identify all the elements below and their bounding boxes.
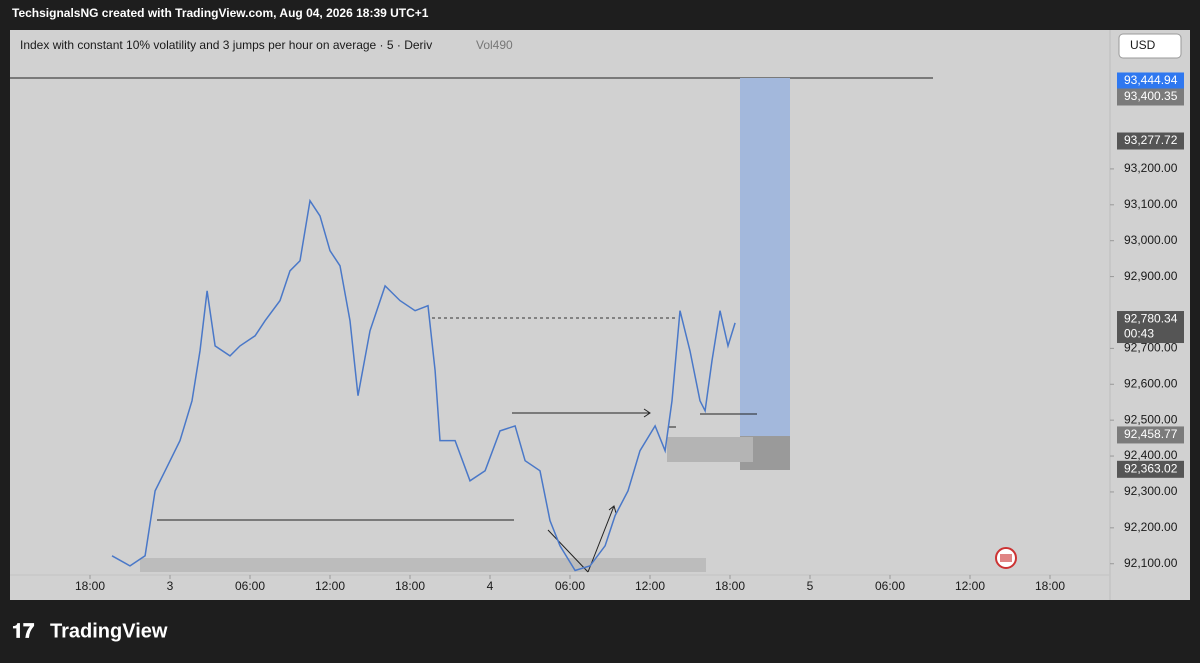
zone-box — [140, 558, 706, 572]
header: TechsignalsNG created with TradingView.c… — [12, 6, 429, 20]
x-tick-label: 3 — [167, 579, 174, 593]
chart-title: Index with constant 10% volatility and 3… — [20, 38, 432, 52]
price-line — [111, 198, 736, 572]
price-label: 93,277.72 — [1124, 133, 1178, 147]
price-label: 92,458.77 — [1124, 427, 1178, 441]
x-tick-label: 12:00 — [955, 579, 985, 593]
y-tick-label: 93,000.00 — [1124, 233, 1178, 247]
x-tick-label: 5 — [807, 579, 814, 593]
y-tick-label: 92,100.00 — [1124, 556, 1178, 570]
target-zone — [740, 78, 790, 436]
x-tick-label: 18:00 — [715, 579, 745, 593]
x-tick-label: 12:00 — [635, 579, 665, 593]
y-tick-label: 92,900.00 — [1124, 269, 1178, 283]
price-label-box — [1117, 311, 1184, 344]
price-label-box — [1117, 460, 1184, 478]
trend-line — [547, 529, 589, 573]
x-tick-label: 4 — [487, 579, 494, 593]
x-tick-label: 12:00 — [315, 579, 345, 593]
x-tick-label: 06:00 — [555, 579, 585, 593]
logo-text: TradingView — [50, 620, 168, 642]
x-tick-label: 18:00 — [395, 579, 425, 593]
plot: 92,100.00 92,200.00 92,300.00 92,400.00 92,5… — [75, 72, 1184, 593]
y-tick-label: 92,400.00 — [1124, 448, 1178, 462]
price-label-box — [1117, 132, 1184, 150]
x-tick-label: 18:00 — [1035, 579, 1065, 593]
arrow-head — [608, 505, 617, 514]
price-label: 93,444.94 — [1124, 73, 1178, 87]
x-tick-label: 18:00 — [75, 579, 105, 593]
y-tick-label: 92,200.00 — [1124, 520, 1178, 534]
logo-mark: 𝟏𝟕 — [12, 620, 34, 642]
arrow — [587, 505, 615, 573]
chart-subtitle: Vol490 — [476, 38, 513, 52]
price-label-box — [1117, 426, 1184, 444]
price-label-box — [1117, 72, 1184, 90]
x-tick-label: 06:00 — [875, 579, 905, 593]
flag-stripes — [1000, 554, 1012, 562]
currency-button[interactable] — [1118, 33, 1182, 59]
zone-box — [667, 437, 753, 462]
y-tick-label: 92,300.00 — [1124, 484, 1178, 498]
x-tick-label: 06:00 — [235, 579, 265, 593]
y-tick-label: 92,700.00 — [1124, 341, 1178, 355]
y-tick-label: 93,100.00 — [1124, 197, 1178, 211]
arrow-head — [643, 408, 651, 418]
countdown: 00:43 — [1124, 327, 1154, 341]
price-label-box — [1117, 88, 1184, 106]
price-label: 92,780.34 — [1124, 312, 1178, 326]
y-tick-label: 92,500.00 — [1124, 412, 1178, 426]
chart-area — [10, 30, 1190, 600]
price-label: 93,400.35 — [1124, 89, 1178, 103]
currency-label[interactable]: USD — [1130, 38, 1156, 52]
price-label: 92,363.02 — [1124, 461, 1178, 475]
y-tick-label: 92,600.00 — [1124, 376, 1178, 390]
y-tick-label: 93,200.00 — [1124, 161, 1178, 175]
